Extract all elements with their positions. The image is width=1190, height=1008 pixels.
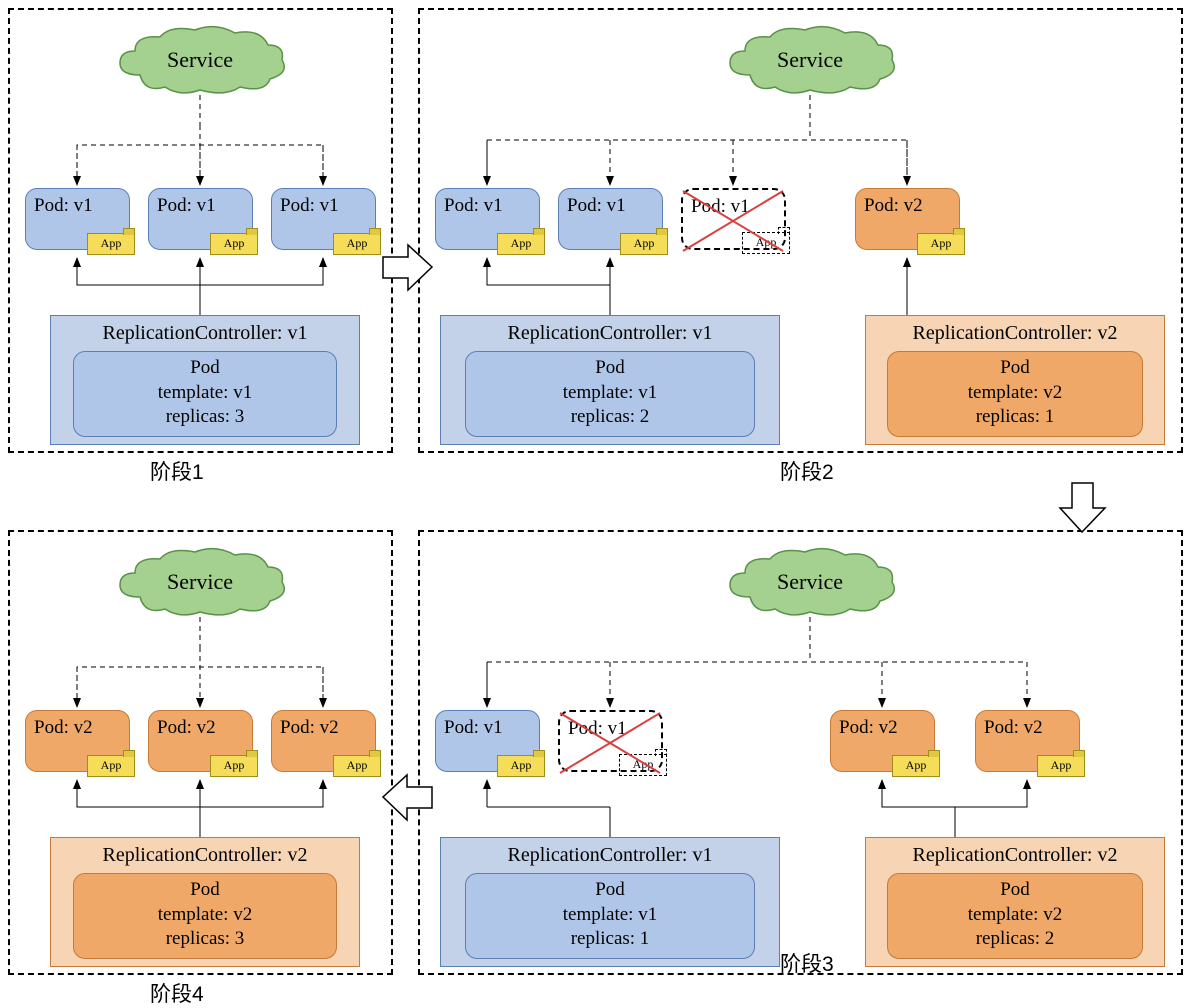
rc-pod-template: Pod template: v2 replicas: 1 [887, 351, 1143, 437]
stage-4-label: 阶段4 [150, 978, 204, 1008]
arrow-stage3-to-4 [380, 770, 435, 825]
rc-template-header: Pod [888, 356, 1142, 381]
arrow-stage2-to-3 [1055, 480, 1110, 535]
rc-pod-template: Pod template: v2 replicas: 3 [73, 873, 338, 959]
rc-template-header: Pod [466, 878, 755, 903]
rc-pod-template: Pod template: v1 replicas: 2 [465, 351, 756, 437]
connectors [10, 10, 395, 320]
rc-title: ReplicationController: v1 [51, 322, 359, 345]
rc-v1: ReplicationController: v1 Pod template: … [50, 315, 360, 445]
rc-replicas: replicas: 2 [466, 405, 755, 430]
stage-3-label: 阶段3 [780, 948, 834, 978]
rc-title: ReplicationController: v2 [51, 844, 359, 867]
rc-template-header: Pod [74, 878, 337, 903]
arrow-stage1-to-2 [380, 240, 435, 295]
rc-template-header: Pod [466, 356, 755, 381]
rc-title: ReplicationController: v1 [441, 844, 779, 867]
stage-4: Service Pod: v2 App Pod: v2 App Pod: v2 … [8, 530, 393, 975]
rc-v2: ReplicationController: v2 Pod template: … [50, 837, 360, 967]
rc-replicas: replicas: 3 [74, 927, 337, 952]
rc-replicas: replicas: 1 [888, 405, 1142, 430]
rc-template-ver: template: v1 [466, 903, 755, 928]
rc-template-ver: template: v2 [888, 903, 1142, 928]
connectors [10, 532, 395, 842]
rc-template-ver: template: v2 [74, 903, 337, 928]
connectors [420, 10, 1185, 320]
rc-title: ReplicationController: v2 [866, 322, 1164, 345]
stage-1: Service Pod: v1 App Pod: v1 App Pod: v1 … [8, 8, 393, 453]
rc-replicas: replicas: 2 [888, 927, 1142, 952]
rc-template-ver: template: v1 [74, 381, 337, 406]
stage-3: Service Pod: v1 App Pod: v1 App Pod: v2 … [418, 530, 1183, 975]
stage-2: Service Pod: v1 App Pod: v1 App Pod: v1 … [418, 8, 1183, 453]
rc-replicas: replicas: 3 [74, 405, 337, 430]
rc-v2: ReplicationController: v2 Pod template: … [865, 315, 1165, 445]
stage-2-label: 阶段2 [780, 456, 834, 486]
rc-pod-template: Pod template: v1 replicas: 3 [73, 351, 338, 437]
rc-pod-template: Pod template: v1 replicas: 1 [465, 873, 756, 959]
rc-v2: ReplicationController: v2 Pod template: … [865, 837, 1165, 967]
stage-1-label: 阶段1 [150, 456, 204, 486]
connectors [420, 532, 1185, 842]
rc-v1: ReplicationController: v1 Pod template: … [440, 837, 780, 967]
rc-template-ver: template: v1 [466, 381, 755, 406]
rc-replicas: replicas: 1 [466, 927, 755, 952]
rc-template-ver: template: v2 [888, 381, 1142, 406]
rc-template-header: Pod [888, 878, 1142, 903]
rc-title: ReplicationController: v2 [866, 844, 1164, 867]
rc-template-header: Pod [74, 356, 337, 381]
rc-pod-template: Pod template: v2 replicas: 2 [887, 873, 1143, 959]
rc-v1: ReplicationController: v1 Pod template: … [440, 315, 780, 445]
rc-title: ReplicationController: v1 [441, 322, 779, 345]
